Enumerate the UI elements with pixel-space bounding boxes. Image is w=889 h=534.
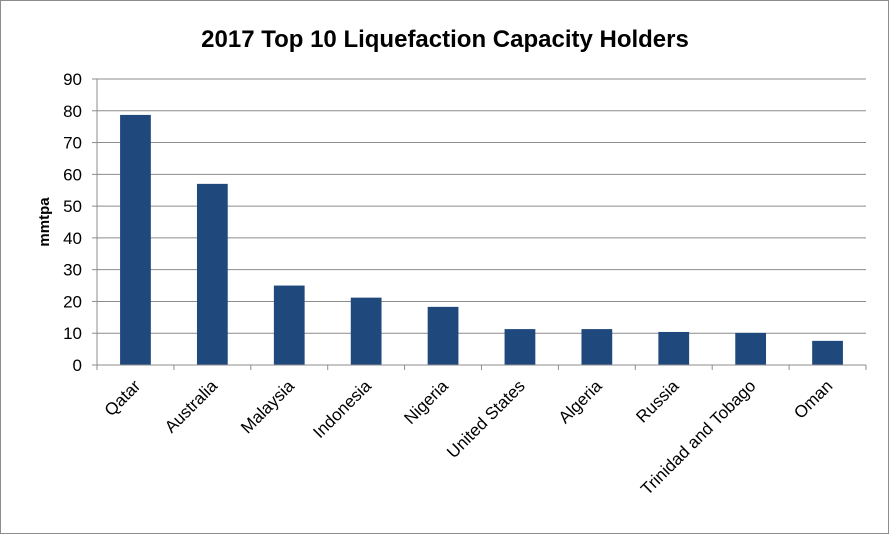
- x-tick-label: Algeria: [555, 376, 606, 427]
- bar-trinidad-and-tobago: [735, 332, 767, 365]
- bar-australia: [196, 183, 228, 365]
- y-tick-label: 90: [63, 70, 82, 89]
- x-tick-label: Russia: [632, 376, 683, 427]
- bar-oman: [812, 340, 843, 365]
- bars: [120, 114, 843, 365]
- x-tick-label: United States: [443, 376, 529, 462]
- y-axis-label: mmtpa: [36, 197, 53, 247]
- bar-russia: [658, 331, 690, 365]
- x-tick-label: Australia: [161, 376, 222, 437]
- y-tick-label: 80: [63, 102, 82, 121]
- x-tick-label: Qatar: [101, 376, 145, 420]
- x-axis-labels: Qatar Australia Malaysia Indonesia NigeriaUn…: [96, 365, 867, 499]
- y-tick-label: 40: [63, 229, 82, 248]
- bar-malaysia: [273, 285, 305, 365]
- x-tick-label: Indonesia: [309, 376, 375, 442]
- bar-qatar: [120, 114, 151, 365]
- bar-algeria: [581, 329, 613, 365]
- y-tick-label: 30: [63, 261, 82, 280]
- y-tick-label: 0: [73, 356, 82, 375]
- y-tick-label: 10: [63, 324, 82, 343]
- y-tick-label: 50: [63, 197, 82, 216]
- chart-title: 2017 Top 10 Liquefaction Capacity Holder…: [201, 26, 689, 53]
- x-tick-label: Oman: [790, 376, 836, 422]
- y-tick-label: 70: [63, 134, 82, 153]
- x-tick-label: Nigeria: [400, 376, 452, 428]
- bar-nigeria: [427, 306, 459, 365]
- x-tick-label: Malaysia: [237, 376, 298, 437]
- y-axis-ticks: 0 10 20 30 40 50 60 70 80 90: [63, 70, 97, 375]
- y-tick-label: 20: [63, 292, 82, 311]
- bar-indonesia: [350, 297, 382, 365]
- bar-united-states: [504, 329, 536, 365]
- y-tick-label: 60: [63, 165, 82, 184]
